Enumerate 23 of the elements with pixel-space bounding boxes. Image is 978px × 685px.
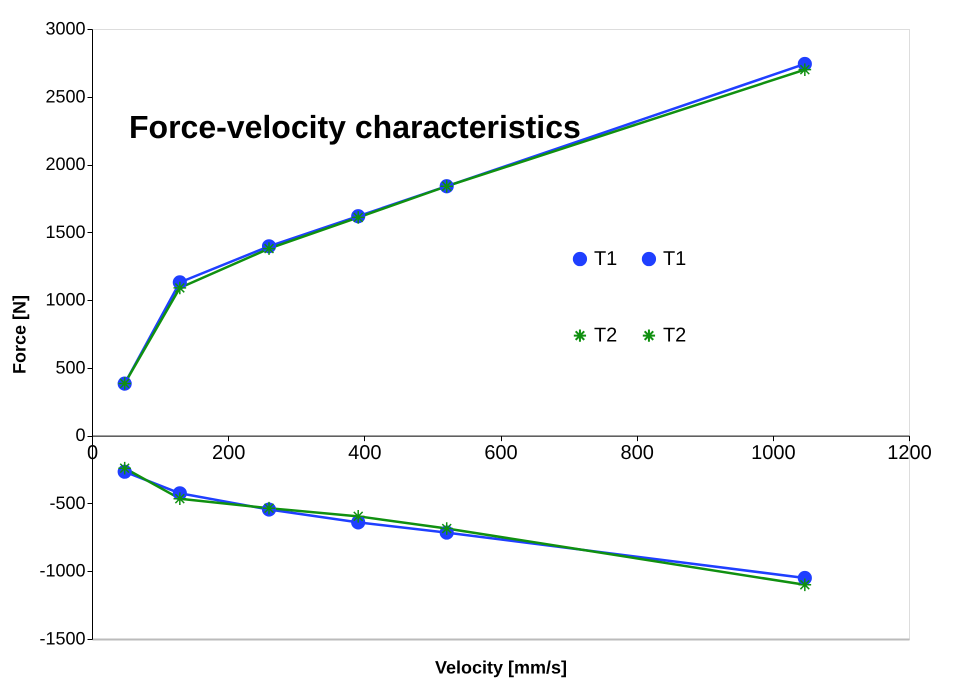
x-axis-title: Velocity [mm/s] bbox=[434, 658, 568, 678]
y-tick-label: -500 bbox=[49, 492, 86, 513]
x-tick-label: 800 bbox=[620, 442, 654, 464]
y-tick-label: 1500 bbox=[45, 222, 86, 242]
legend-label: T1 bbox=[594, 248, 618, 270]
y-axis-title: Force [N] bbox=[9, 294, 30, 374]
y-tick-label: 2000 bbox=[45, 154, 86, 174]
y-tick-label: 2500 bbox=[45, 86, 86, 106]
y-tick-label: -1500 bbox=[39, 628, 86, 648]
legend-label: T2 bbox=[662, 324, 686, 347]
x-tick-label: 1000 bbox=[751, 442, 796, 464]
x-tick-label: 600 bbox=[484, 442, 518, 464]
x-tick-label: 200 bbox=[212, 442, 246, 464]
y-tick-label: -1000 bbox=[39, 560, 86, 581]
x-tick-label: 1200 bbox=[887, 442, 932, 464]
text: Force-velocity characteristics bbox=[129, 109, 581, 145]
y-tick-label: 0 bbox=[75, 425, 86, 446]
y-tick-label: 500 bbox=[55, 357, 86, 378]
legend-label: T2 bbox=[594, 324, 618, 347]
x-tick-label: 400 bbox=[348, 442, 382, 464]
y-tick-label: 1000 bbox=[45, 290, 86, 310]
legend-label: T1 bbox=[662, 248, 686, 270]
y-tick-label: 3000 bbox=[45, 18, 86, 38]
